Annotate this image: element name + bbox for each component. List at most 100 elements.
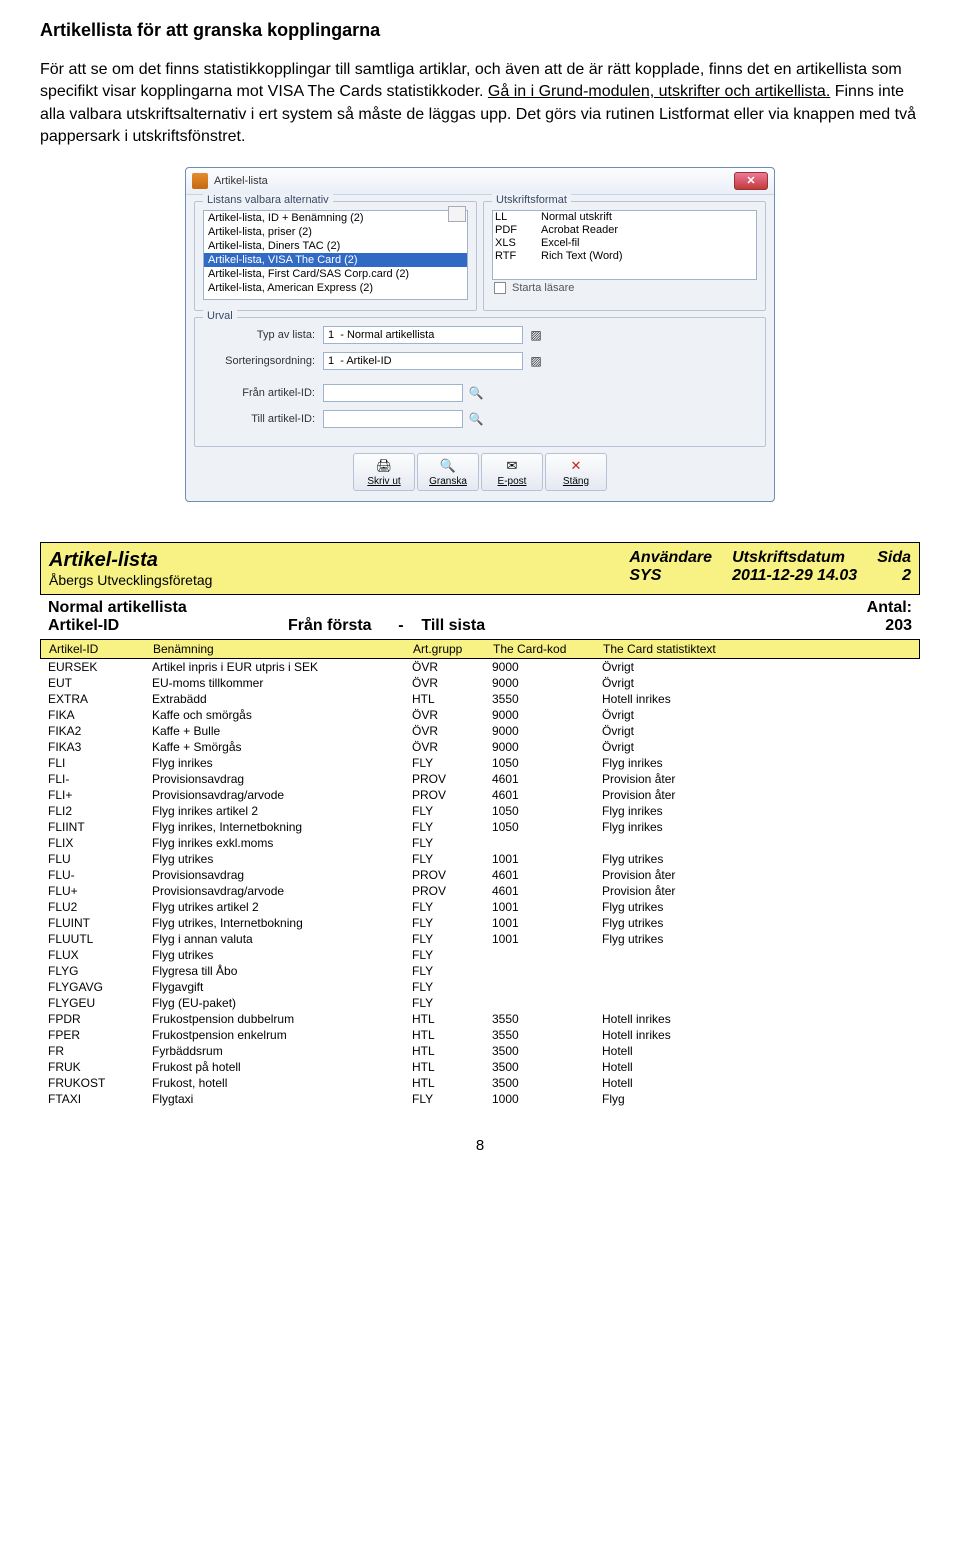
list-item[interactable]: Artikel-lista, priser (2) [204, 225, 467, 239]
format-item[interactable]: XLSExcel-fil [493, 237, 756, 250]
list-item[interactable]: Artikel-lista, American Express (2) [204, 281, 467, 295]
table-cell: 3550 [492, 692, 602, 706]
table-cell: 1050 [492, 756, 602, 770]
sort-label: Sorteringsordning: [203, 355, 323, 367]
report-sub2-to: Till sista [421, 617, 485, 634]
table-cell: Frukostpension enkelrum [152, 1028, 412, 1042]
table-cell: Fyrbäddsrum [152, 1044, 412, 1058]
list-item[interactable]: Artikel-lista, ID + Benämning (2) [204, 211, 467, 225]
table-cell: Hotell inrikes [602, 1012, 912, 1026]
table-row: EUTEU-moms tillkommerÖVR9000Övrigt [40, 675, 920, 691]
format-item[interactable]: PDFAcrobat Reader [493, 224, 756, 237]
col-cardkod: The Card-kod [493, 642, 603, 656]
table-cell: Övrigt [602, 660, 912, 674]
table-cell [602, 996, 912, 1010]
table-cell: Flyg utrikes [152, 852, 412, 866]
legend-list-options: Listans valbara alternativ [203, 194, 333, 206]
table-cell: FR [48, 1044, 152, 1058]
table-row: FPERFrukostpension enkelrumHTL3550Hotell… [40, 1027, 920, 1043]
table-row: FRFyrbäddsrumHTL3500Hotell [40, 1043, 920, 1059]
table-row: FIKA2Kaffe + BulleÖVR9000Övrigt [40, 723, 920, 739]
close-dialog-button[interactable]: ✕ Stäng [545, 453, 607, 491]
fran-input[interactable] [323, 384, 463, 402]
table-cell: EUT [48, 676, 152, 690]
format-code: XLS [495, 237, 529, 249]
sort-input[interactable] [323, 352, 523, 370]
typ-input[interactable] [323, 326, 523, 344]
table-cell: HTL [412, 1076, 492, 1090]
dropdown-icon[interactable]: ▨ [527, 353, 545, 369]
search-icon[interactable]: 🔍 [467, 385, 485, 401]
table-cell: HTL [412, 1044, 492, 1058]
search-icon[interactable]: 🔍 [467, 411, 485, 427]
table-cell: FLY [412, 948, 492, 962]
table-cell: Flyg inrikes [602, 804, 912, 818]
table-row: FRUKFrukost på hotellHTL3500Hotell [40, 1059, 920, 1075]
table-cell [602, 964, 912, 978]
table-cell: HTL [412, 1028, 492, 1042]
list-item[interactable]: Artikel-lista, First Card/SAS Corp.card … [204, 267, 467, 281]
table-cell: FLU [48, 852, 152, 866]
table-cell: ÖVR [412, 676, 492, 690]
report-sub2-count: 203 [852, 617, 912, 635]
table-cell: Övrigt [602, 708, 912, 722]
table-cell: Provision åter [602, 788, 912, 802]
table-cell: 4601 [492, 788, 602, 802]
format-code: RTF [495, 250, 529, 262]
col-artgrupp: Art.grupp [413, 642, 493, 656]
table-cell: Hotell inrikes [602, 692, 912, 706]
col-artikel-id: Artikel-ID [49, 642, 153, 656]
table-row: FLU-ProvisionsavdragPROV4601Provision åt… [40, 867, 920, 883]
table-cell: 1001 [492, 916, 602, 930]
till-input[interactable] [323, 410, 463, 428]
format-listbox[interactable]: LLNormal utskriftPDFAcrobat ReaderXLSExc… [492, 210, 757, 280]
format-item[interactable]: RTFRich Text (Word) [493, 250, 756, 263]
preview-button[interactable]: 🔍 Granska [417, 453, 479, 491]
table-cell: ÖVR [412, 724, 492, 738]
table-cell: FLYGAVG [48, 980, 152, 994]
report: Artikel-lista Åbergs Utvecklingsföretag … [40, 542, 920, 1107]
page-label: Sida [877, 549, 911, 567]
table-cell: Provision åter [602, 884, 912, 898]
table-row: FLUXFlyg utrikesFLY [40, 947, 920, 963]
table-cell [602, 836, 912, 850]
table-row: FPDRFrukostpension dubbelrumHTL3550Hotel… [40, 1011, 920, 1027]
table-cell: Provisionsavdrag/arvode [152, 788, 412, 802]
table-cell: Provision åter [602, 868, 912, 882]
close-button[interactable]: ✕ [734, 172, 768, 190]
email-button[interactable]: ✉ E-post [481, 453, 543, 491]
table-row: FLI2Flyg inrikes artikel 2FLY1050Flyg in… [40, 803, 920, 819]
table-cell: EURSEK [48, 660, 152, 674]
table-cell: 1000 [492, 1092, 602, 1106]
dropdown-icon[interactable]: ▨ [527, 327, 545, 343]
table-cell: Övrigt [602, 676, 912, 690]
list-item[interactable]: Artikel-lista, Diners TAC (2) [204, 239, 467, 253]
list-item[interactable]: Artikel-lista, VISA The Card (2) [204, 253, 467, 267]
table-cell: 3500 [492, 1076, 602, 1090]
list-options-listbox[interactable]: Artikel-lista, ID + Benämning (2)Artikel… [203, 210, 468, 300]
table-row: FLUFlyg utrikesFLY1001Flyg utrikes [40, 851, 920, 867]
magnifier-icon: 🔍 [418, 458, 478, 474]
table-cell: ÖVR [412, 740, 492, 754]
table-cell: 1001 [492, 900, 602, 914]
table-cell: Flyg utrikes [152, 948, 412, 962]
table-cell: Flyg i annan valuta [152, 932, 412, 946]
table-cell: Kaffe + Smörgås [152, 740, 412, 754]
fieldset-urval: Urval Typ av lista: ▨ Sorteringsordning:… [194, 317, 766, 447]
dialog-title: Artikel-lista [214, 175, 734, 187]
table-cell: FRUKOST [48, 1076, 152, 1090]
email-button-label: E-post [498, 476, 527, 487]
print-button[interactable]: 🖨 Skriv ut [353, 453, 415, 491]
table-cell: 1050 [492, 804, 602, 818]
table-row: FIKA3Kaffe + SmörgåsÖVR9000Övrigt [40, 739, 920, 755]
report-subtitle: Åbergs Utvecklingsföretag [49, 572, 212, 588]
starta-lasare-checkbox[interactable] [494, 282, 506, 294]
table-cell: FLUINT [48, 916, 152, 930]
table-cell: 9000 [492, 724, 602, 738]
date-label: Utskriftsdatum [732, 549, 857, 567]
format-item[interactable]: LLNormal utskrift [493, 211, 756, 224]
table-cell: 9000 [492, 708, 602, 722]
table-row: FRUKOSTFrukost, hotellHTL3500Hotell [40, 1075, 920, 1091]
report-sub-left: Normal artikellista [48, 599, 187, 617]
copy-button[interactable] [448, 206, 466, 222]
